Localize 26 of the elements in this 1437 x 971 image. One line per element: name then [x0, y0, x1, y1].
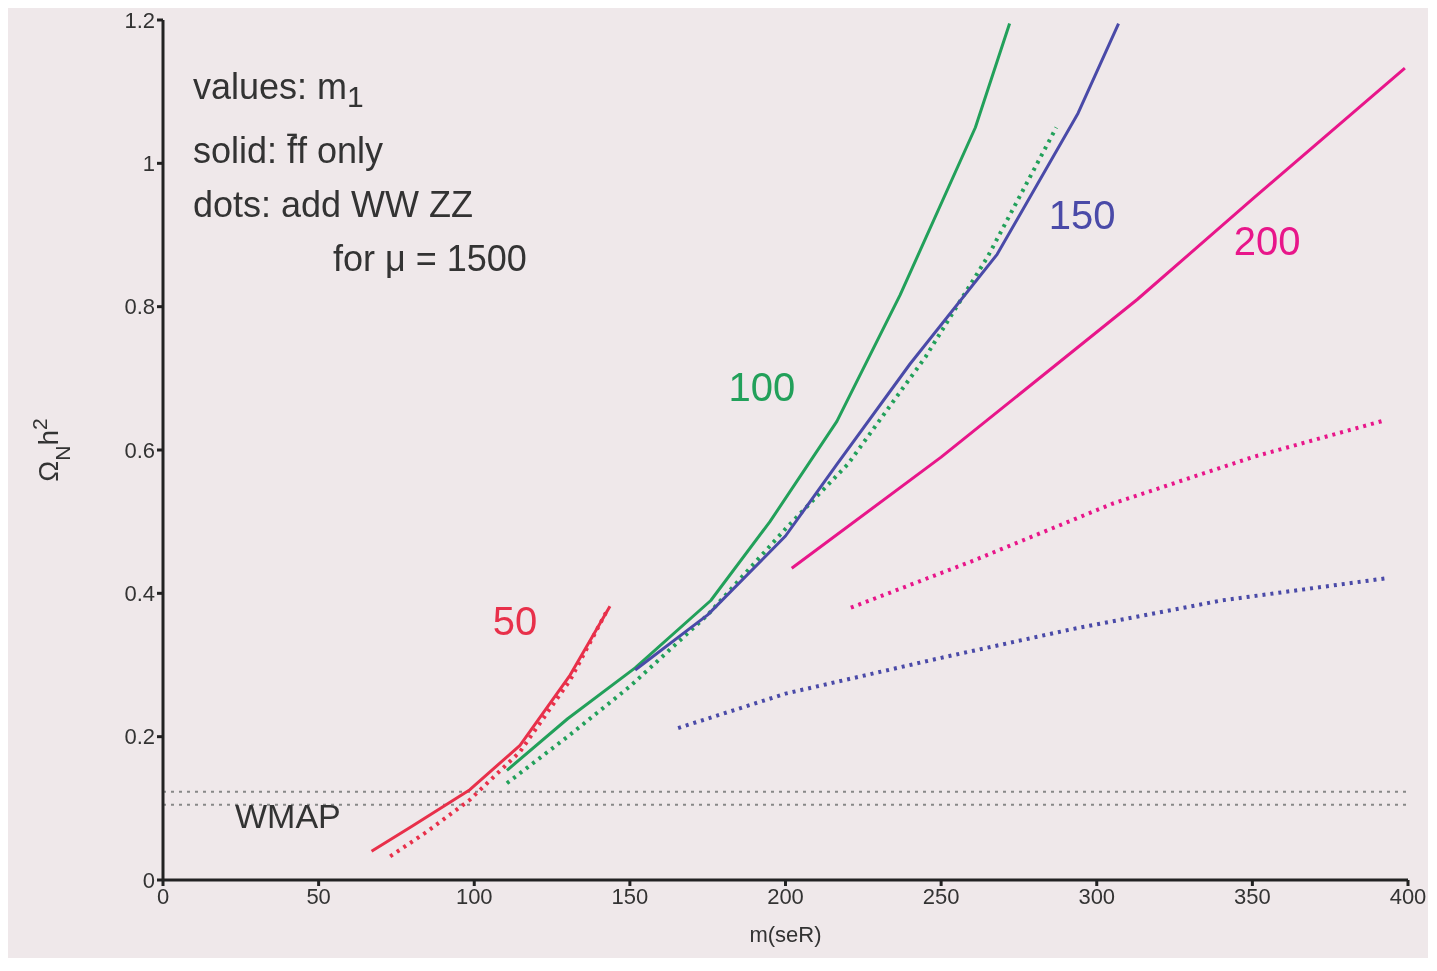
annotation: for μ = 1500 [332, 237, 527, 282]
x-tick-label: 150 [611, 883, 649, 909]
x-tick-label: 50 [306, 883, 331, 909]
line-series [633, 22, 1121, 672]
x-tick-label: 100 [455, 883, 493, 909]
y-tick-label: 0.6 [124, 437, 155, 463]
y-tick-label: 0.2 [124, 724, 155, 750]
x-axis-title: m(seR) [749, 922, 822, 947]
x-tick-label: 350 [1234, 883, 1271, 909]
y-tick-label: 1 [142, 151, 155, 177]
series-label: 50 [492, 599, 538, 644]
series-label: 150 [1048, 193, 1116, 238]
annotation: solid: f̄f only [193, 129, 385, 174]
x-tick-label: 400 [1389, 883, 1427, 909]
series-label: 100 [728, 365, 796, 410]
x-tick-label: 250 [922, 883, 960, 909]
y-tick-label: 0.8 [124, 294, 155, 320]
y-tick-label: 0.4 [124, 581, 155, 607]
series-label: 200 [1233, 218, 1301, 263]
y-tick-label: 0 [142, 867, 155, 893]
annotation: values: m$_{1}$ [193, 65, 365, 116]
x-tick-label: 200 [767, 883, 804, 909]
x-tick-label: 300 [1078, 883, 1116, 909]
y-tick-label: 1.2 [124, 7, 155, 33]
annotation: dots: add WW ZZ [193, 183, 475, 228]
ref-line-label: WMAP [235, 796, 341, 835]
